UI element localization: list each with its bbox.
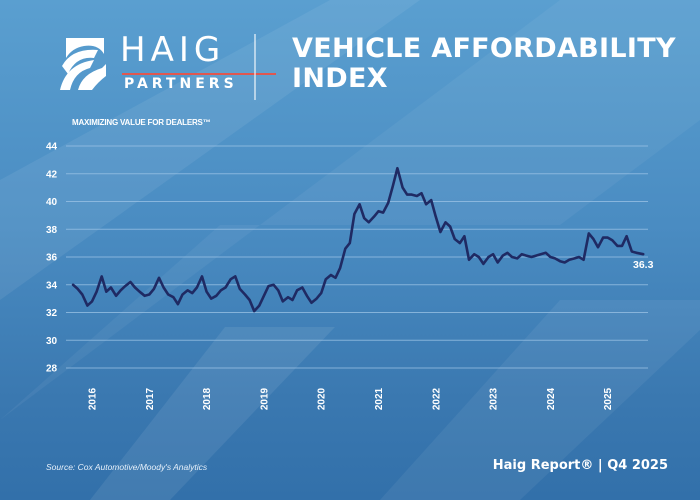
x-tick-label: 2022 <box>431 387 442 410</box>
bg-stripe <box>0 0 700 420</box>
logo-mark-icon <box>60 38 106 90</box>
end-value-label: 36.3 <box>633 259 654 271</box>
x-axis-ticks: 2016 2017 2018 2019 2020 2021 2022 2023 2024 2025 <box>88 387 615 410</box>
series-group <box>71 166 645 313</box>
y-axis-ticks: 28 30 32 34 36 38 40 42 44 <box>46 142 58 375</box>
x-tick-label: 2024 <box>546 387 557 410</box>
x-tick-label: 2019 <box>259 387 270 410</box>
y-tick-label: 38 <box>46 225 58 236</box>
y-tick-label: 44 <box>46 142 58 153</box>
y-tick-label: 42 <box>46 169 58 180</box>
y-tick-label: 34 <box>46 280 58 291</box>
y-tick-label: 28 <box>46 364 58 375</box>
bg-stripe <box>0 0 420 300</box>
report-label: Haig Report® | Q4 2025 <box>492 458 668 473</box>
series-line-vehicle-affordability-index <box>71 166 645 313</box>
x-tick-label: 2020 <box>317 387 328 410</box>
x-tick-label: 2023 <box>489 387 500 410</box>
header-divider <box>254 34 256 100</box>
title-line-1: VEHICLE AFFORDABILITY <box>292 33 676 64</box>
y-tick-label: 30 <box>46 336 58 347</box>
page-title: VEHICLE AFFORDABILITY INDEX <box>292 34 676 94</box>
bg-stripe <box>380 300 700 500</box>
title-line-2: INDEX <box>292 63 388 94</box>
logo-accent-rule <box>122 73 276 75</box>
x-tick-label: 2016 <box>88 387 99 410</box>
haig-partners-logo: HAIG PARTNERS MAXIMIZING VALUE FOR DEALE… <box>58 30 276 127</box>
y-tick-label: 32 <box>46 308 58 319</box>
x-tick-label: 2025 <box>603 387 614 410</box>
x-tick-label: 2018 <box>202 387 213 410</box>
y-tick-label: 40 <box>46 197 58 208</box>
bg-stripe <box>90 327 335 500</box>
x-tick-label: 2021 <box>374 387 385 410</box>
logo-wordmark: HAIG <box>120 30 226 70</box>
source-note: Source: Cox Automotive/Moody's Analytics <box>46 462 208 472</box>
logo-tagline: MAXIMIZING VALUE FOR DEALERS™ <box>72 118 211 127</box>
y-tick-label: 36 <box>46 253 58 264</box>
logo-subword: PARTNERS <box>124 76 238 92</box>
gridlines <box>66 145 648 369</box>
x-tick-label: 2017 <box>145 387 156 410</box>
